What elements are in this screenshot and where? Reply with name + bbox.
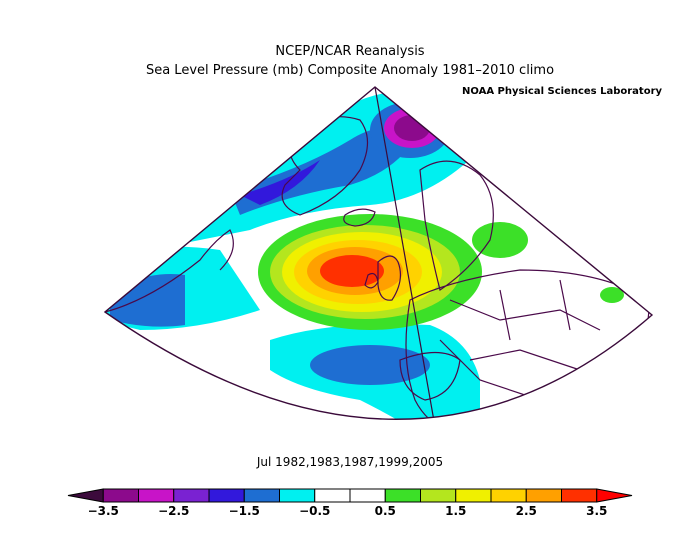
british-isles-outline [377,255,402,301]
colorbar-segment [279,488,316,503]
colorbar-segment [173,488,210,503]
colorbar-tick-label: −3.5 [88,504,119,518]
colorbar-tick-label: 3.5 [586,504,607,518]
colorbar-segment [420,488,457,503]
colorbar-tick-label: 2.5 [516,504,537,518]
colorbar-segment [596,488,633,503]
colorbar-tick-label: 0.5 [375,504,396,518]
credit-label: NOAA Physical Sciences Laboratory [462,86,663,97]
period-label: Jul 1982,1983,1987,1999,2005 [256,455,444,469]
colorbar-segment [102,488,139,503]
colorbar-segment [243,488,280,503]
anomaly-field [105,87,652,420]
colorbar-tick-label: −2.5 [158,504,189,518]
canada-outline [105,229,234,313]
central-meridian [374,87,441,420]
colorbar-tick-label: 1.5 [445,504,466,518]
iceland-outline [343,208,376,227]
colorbar-segment [384,488,421,503]
map-frame [103,86,654,420]
colorbar-segment [490,488,527,503]
iberia-outline [399,351,461,401]
colorbar-segment [314,488,351,503]
colorbar-segment [525,488,562,503]
colorbar-segment [455,488,492,503]
colorbar-segment [67,488,104,503]
scandinavia-outline [419,160,494,291]
colorbar-segment [561,488,598,503]
chart-subtitle: Sea Level Pressure (mb) Composite Anomal… [145,63,555,78]
colorbar-segment [138,488,175,503]
colorbar-tick-label: −1.5 [229,504,260,518]
chart-title: NCEP/NCAR Reanalysis [275,44,425,59]
colorbar-segment [208,488,245,503]
colorbar-tick-label: −0.5 [299,504,330,518]
colorbar-segment [349,488,386,503]
